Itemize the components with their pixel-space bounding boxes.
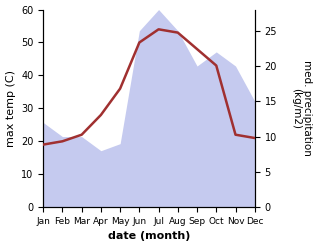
X-axis label: date (month): date (month) (108, 231, 190, 242)
Y-axis label: max temp (C): max temp (C) (5, 70, 16, 147)
Y-axis label: med. precipitation
(kg/m2): med. precipitation (kg/m2) (291, 61, 313, 156)
